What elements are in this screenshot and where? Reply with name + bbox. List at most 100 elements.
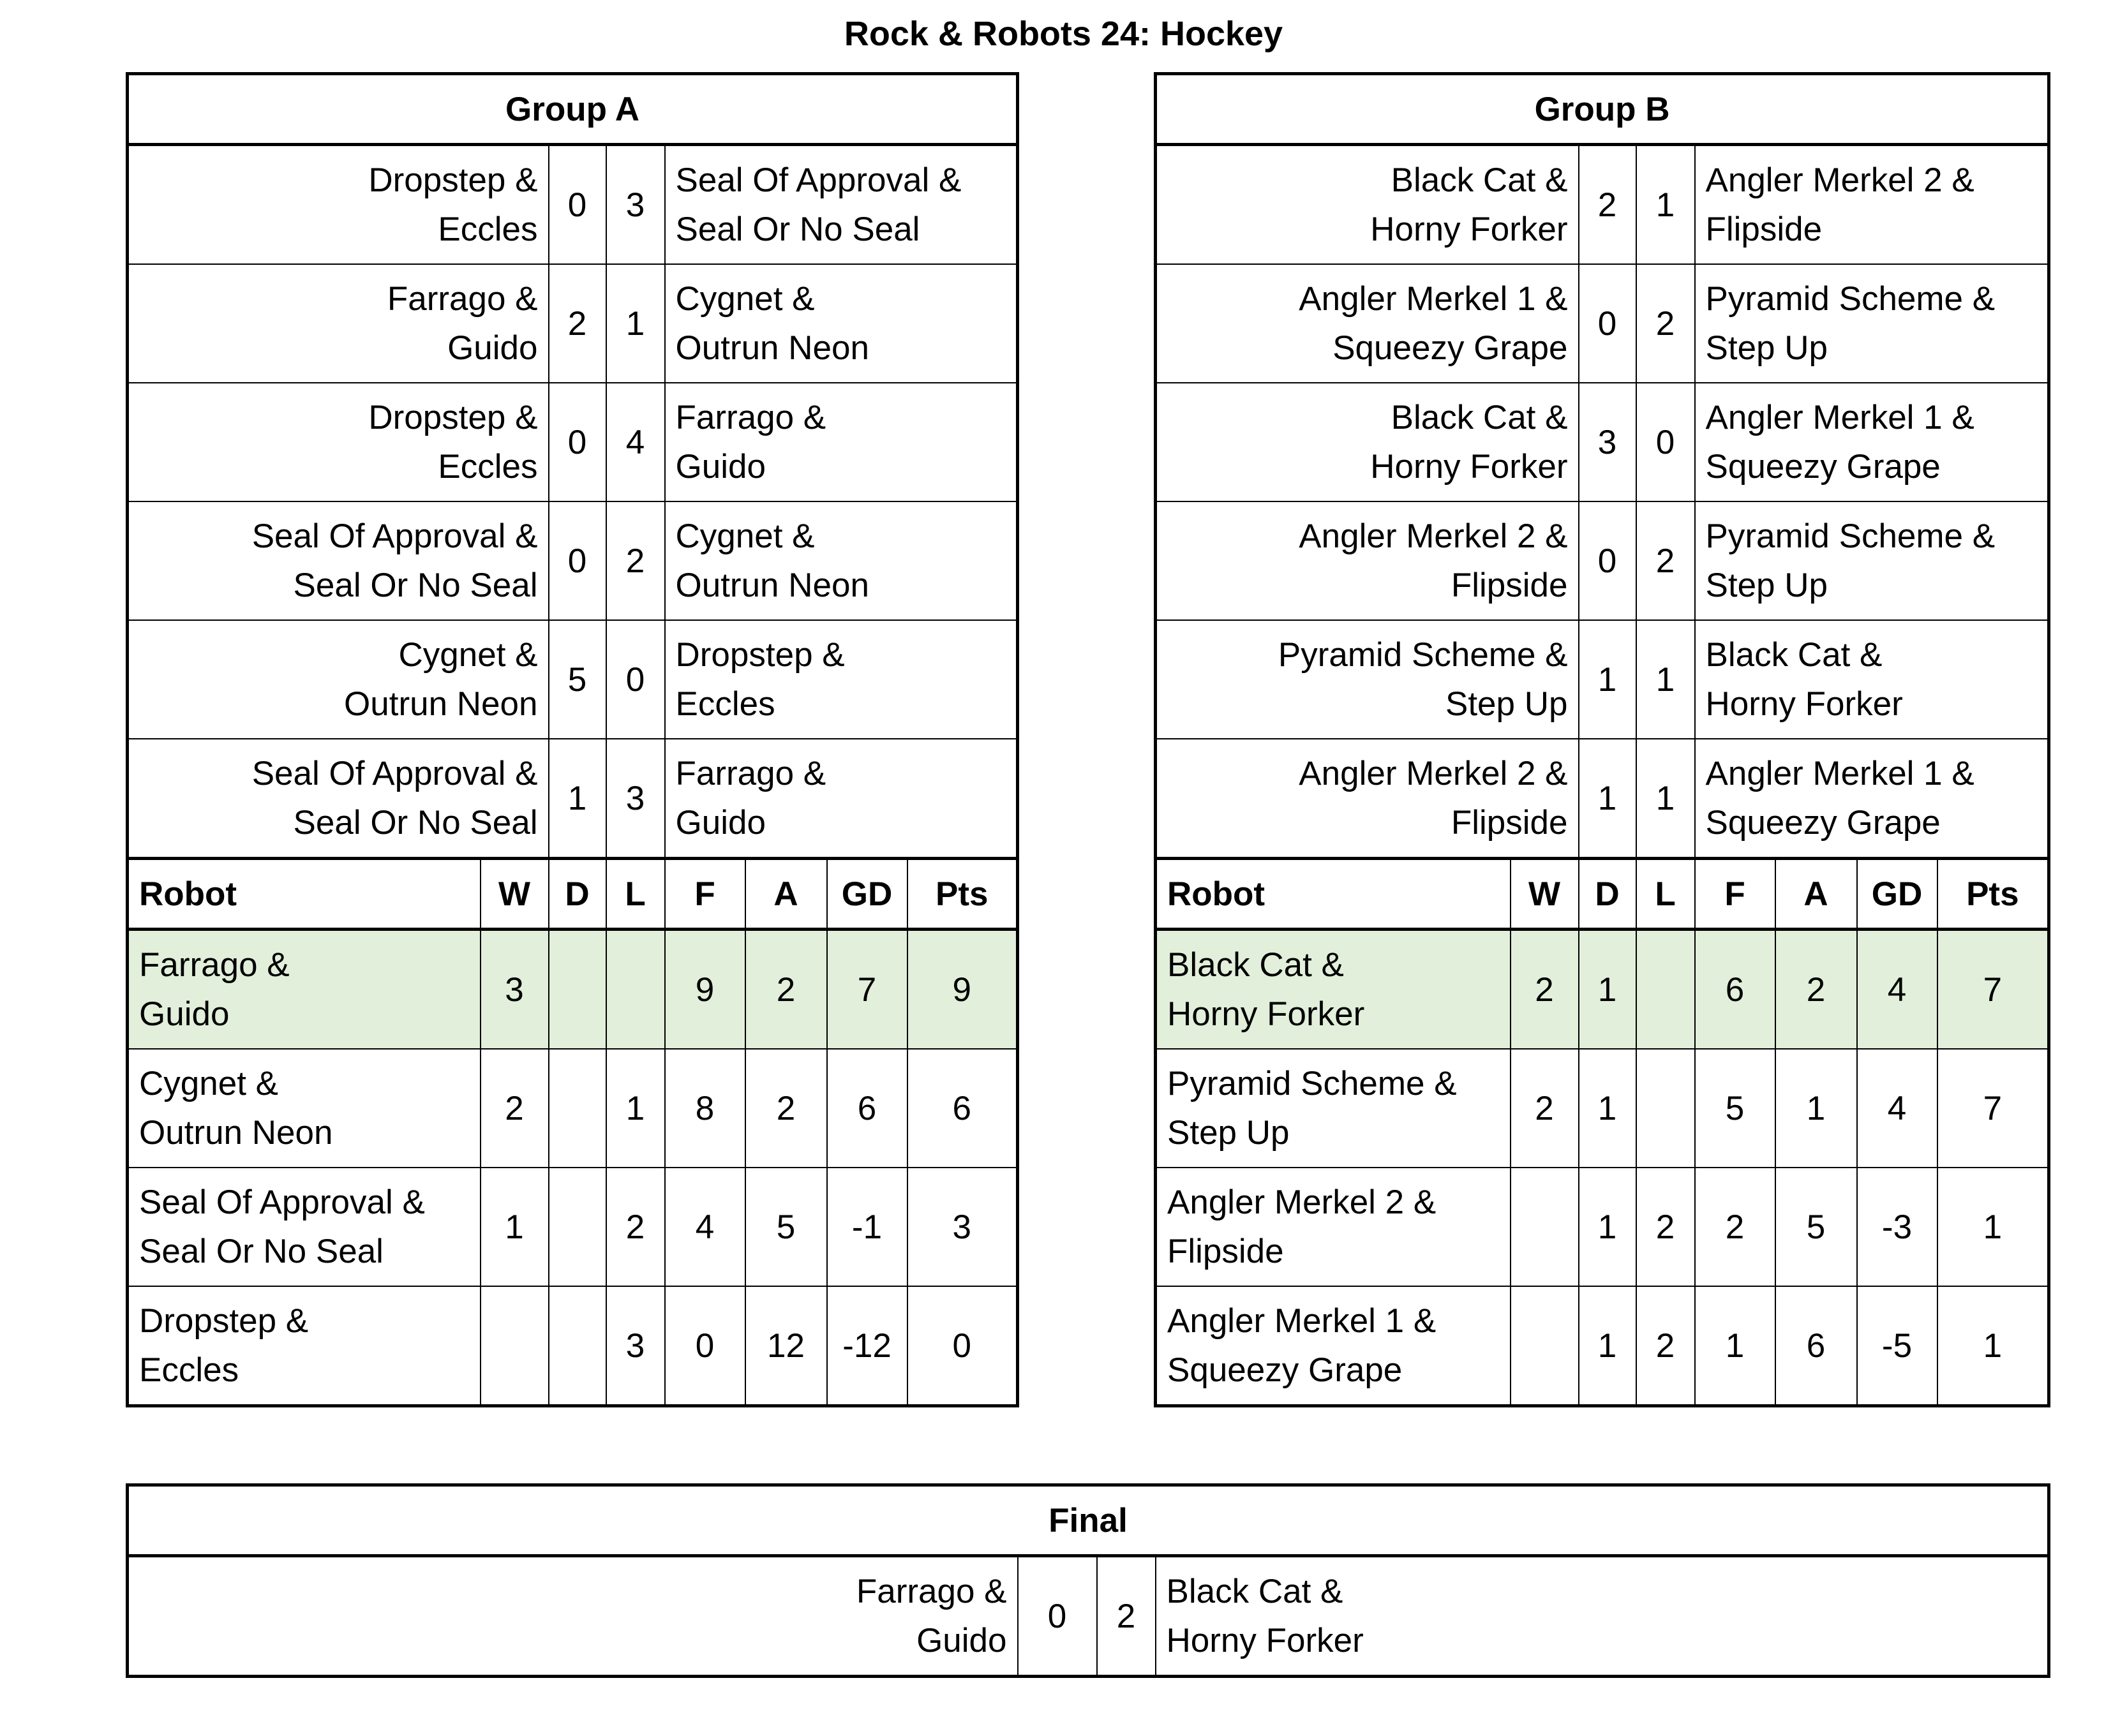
- stat-a: 5: [1774, 1167, 1858, 1287]
- match-row: Cygnet & Outrun Neon 5 0 Dropstep & Eccles: [126, 619, 1019, 739]
- stat-a: 2: [1774, 928, 1858, 1050]
- away-score: 2: [1635, 263, 1696, 383]
- stat-d: 1: [1578, 1286, 1637, 1407]
- home-team: Dropstep & Eccles: [126, 382, 549, 502]
- home-score: 0: [1578, 263, 1637, 383]
- away-team: Cygnet & Outrun Neon: [664, 263, 1019, 383]
- home-team: Seal Of Approval & Seal Or No Seal: [126, 501, 549, 621]
- match-row: Seal Of Approval & Seal Or No Seal 0 2 Cygn…: [126, 501, 1019, 621]
- robot-name: Cygnet & Outrun Neon: [126, 1048, 481, 1168]
- away-team: Seal Of Approval & Seal Or No Seal: [664, 144, 1019, 265]
- stat-gd: 4: [1856, 1048, 1938, 1168]
- stat-gd: -12: [826, 1286, 908, 1407]
- stat-l: 1: [605, 1048, 666, 1168]
- stat-w: 2: [1509, 1048, 1579, 1168]
- stat-gd: -3: [1856, 1167, 1938, 1287]
- column-header-pts: Pts: [906, 857, 1019, 931]
- group-title: Group A: [126, 73, 1019, 146]
- away-team: Angler Merkel 2 & Flipside: [1694, 144, 2050, 265]
- stat-f: 4: [664, 1167, 746, 1287]
- stat-l: 3: [605, 1286, 666, 1407]
- away-score: 1: [1635, 144, 1696, 265]
- final-table: Final Farrago & Guido 0 2 Black Cat & Horny …: [126, 1483, 2050, 1678]
- match-row: Dropstep & Eccles 0 4 Farrago & Guido: [126, 382, 1019, 502]
- away-score: 2: [1635, 501, 1696, 621]
- stat-w: [479, 1286, 549, 1407]
- stat-f: 1: [1694, 1286, 1776, 1407]
- column-header-w: W: [479, 857, 549, 931]
- stat-gd: -1: [826, 1167, 908, 1287]
- home-score: 0: [548, 144, 607, 265]
- away-team: Farrago & Guido: [664, 738, 1019, 859]
- match-row: Black Cat & Horny Forker 3 0 Angler Merkel …: [1154, 382, 2050, 502]
- away-score: 3: [605, 738, 666, 859]
- stat-pts: 1: [1936, 1167, 2050, 1287]
- home-score: 0: [548, 501, 607, 621]
- column-header-robot: Robot: [1154, 857, 1511, 931]
- final-title: Final: [126, 1484, 2050, 1557]
- stat-d: [548, 1167, 607, 1287]
- stat-w: 3: [479, 928, 549, 1050]
- stat-l: 2: [1635, 1286, 1696, 1407]
- home-score: 1: [1578, 619, 1637, 739]
- standings-row: Angler Merkel 1 & Squeezy Grape 1 2 1 6 -5 1: [1154, 1286, 2050, 1407]
- column-header-l: L: [1635, 857, 1696, 931]
- robot-name: Farrago & Guido: [126, 928, 481, 1050]
- away-team: Black Cat & Horny Forker: [1694, 619, 2050, 739]
- home-team: Angler Merkel 2 & Flipside: [1154, 738, 1579, 859]
- home-team: Black Cat & Horny Forker: [1154, 382, 1579, 502]
- stat-f: 8: [664, 1048, 746, 1168]
- away-team: Black Cat & Horny Forker: [1154, 1555, 2050, 1677]
- stat-l: 2: [605, 1167, 666, 1287]
- standings-row: Angler Merkel 2 & Flipside 1 2 2 5 -3 1: [1154, 1167, 2050, 1287]
- home-team: Pyramid Scheme & Step Up: [1154, 619, 1579, 739]
- robot-name: Seal Of Approval & Seal Or No Seal: [126, 1167, 481, 1287]
- stat-gd: 4: [1856, 928, 1938, 1050]
- stat-gd: 6: [826, 1048, 908, 1168]
- stat-pts: 7: [1936, 928, 2050, 1050]
- match-row: Farrago & Guido 2 1 Cygnet & Outrun Neon: [126, 263, 1019, 383]
- stat-pts: 1: [1936, 1286, 2050, 1407]
- stat-l: [605, 928, 666, 1050]
- column-header-f: F: [1694, 857, 1776, 931]
- column-header-a: A: [1774, 857, 1858, 931]
- away-team: Pyramid Scheme & Step Up: [1694, 501, 2050, 621]
- stat-d: [548, 1286, 607, 1407]
- column-header-robot: Robot: [126, 857, 481, 931]
- away-team: Cygnet & Outrun Neon: [664, 501, 1019, 621]
- stat-l: 2: [1635, 1167, 1696, 1287]
- stat-gd: -5: [1856, 1286, 1938, 1407]
- stat-a: 12: [744, 1286, 828, 1407]
- home-team: Black Cat & Horny Forker: [1154, 144, 1579, 265]
- stat-d: 1: [1578, 1048, 1637, 1168]
- home-score: 1: [1578, 738, 1637, 859]
- away-team: Farrago & Guido: [664, 382, 1019, 502]
- away-score: 1: [605, 263, 666, 383]
- stat-d: [548, 928, 607, 1050]
- page-title: Rock & Robots 24: Hockey: [844, 15, 1283, 53]
- group-header: Group B: [1154, 73, 2050, 146]
- away-score: 4: [605, 382, 666, 502]
- stat-w: [1509, 1286, 1579, 1407]
- column-header-gd: GD: [826, 857, 908, 931]
- group-table-b: Group B Black Cat & Horny Forker 2 1 Angler …: [1154, 72, 2051, 1407]
- stat-pts: 0: [906, 1286, 1019, 1407]
- standings-row: Dropstep & Eccles 3 0 12 -12 0: [126, 1286, 1019, 1407]
- stat-a: 1: [1774, 1048, 1858, 1168]
- away-team: Pyramid Scheme & Step Up: [1694, 263, 2050, 383]
- stat-a: 6: [1774, 1286, 1858, 1407]
- match-row: Farrago & Guido 0 2 Black Cat & Horny Forke…: [126, 1555, 2050, 1677]
- away-score: 0: [605, 619, 666, 739]
- home-score: 1: [548, 738, 607, 859]
- final-header: Final: [126, 1484, 2050, 1557]
- group-table-a: Group A Dropstep & Eccles 0 3 Seal Of Approv…: [126, 72, 1020, 1407]
- away-score: 3: [605, 144, 666, 265]
- stat-w: [1509, 1167, 1579, 1287]
- home-team: Seal Of Approval & Seal Or No Seal: [126, 738, 549, 859]
- home-score: 2: [1578, 144, 1637, 265]
- match-row: Dropstep & Eccles 0 3 Seal Of Approval & Se…: [126, 144, 1019, 265]
- stat-l: [1635, 1048, 1696, 1168]
- stat-a: 5: [744, 1167, 828, 1287]
- stat-l: [1635, 928, 1696, 1050]
- robot-name: Pyramid Scheme & Step Up: [1154, 1048, 1511, 1168]
